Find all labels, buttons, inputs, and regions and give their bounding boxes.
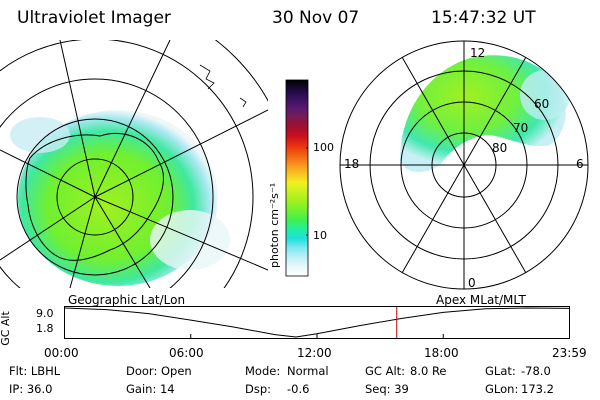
gc-alt-label: GC Alt:: [365, 364, 406, 378]
dsp-value: -0.6: [287, 382, 310, 396]
colorbar-tick-100: 100: [313, 141, 334, 154]
colorbar-tick-10: 10: [313, 229, 327, 242]
instrument-title: Ultraviolet Imager: [17, 8, 171, 28]
mlat-label-80: 80: [492, 141, 507, 155]
xtick-0600: 06:00: [169, 346, 204, 360]
time-label: 15:47:32 UT: [431, 8, 536, 28]
mlat-label-70: 70: [513, 121, 528, 135]
glat-label: GLat:: [485, 364, 516, 378]
seq-label: Seq: 39: [365, 382, 409, 396]
colorbar-gradient: [285, 79, 309, 277]
mode-label: Mode:: [245, 364, 281, 378]
ip-label: IP: 36.0: [9, 382, 53, 396]
altitude-plot-frame: [64, 306, 570, 339]
colorbar: photon cm⁻²s⁻¹: [268, 79, 309, 277]
altitude-plot: [64, 306, 570, 339]
glat-value: -78.0: [521, 364, 551, 378]
altitude-ylabel: GC Alt: [0, 311, 12, 346]
mlt-label-12: 12: [470, 46, 485, 60]
apex-caption: Apex MLat/MLT: [436, 293, 526, 307]
gain-label: Gain: 14: [126, 382, 175, 396]
coastline: [25, 132, 164, 261]
geographic-image-panel: [0, 40, 268, 288]
glon-value: 173.2: [521, 382, 554, 396]
glon-label: GLon:: [485, 382, 519, 396]
mode-value: Normal: [287, 364, 329, 378]
dsp-label: Dsp:: [245, 382, 272, 396]
xtick-0000: 00:00: [44, 346, 79, 360]
altitude-ytick-min: 1.8: [36, 322, 54, 335]
altitude-ylabel-wrap: GC Alt: [0, 311, 12, 346]
xtick-2359: 23:59: [552, 346, 587, 360]
filter-label: Flt: LBHL: [9, 364, 61, 378]
altitude-ytick-max: 9.0: [36, 307, 54, 320]
mlt-label-6: 6: [576, 157, 584, 171]
xtick-1800: 18:00: [424, 346, 459, 360]
mlat-label-60: 60: [534, 97, 549, 111]
gc-alt-value: 8.0 Re: [410, 364, 447, 378]
mlt-label-18: 18: [344, 157, 359, 171]
xtick-1200: 12:00: [297, 346, 332, 360]
date-label: 30 Nov 07: [272, 8, 360, 28]
geographic-caption: Geographic Lat/Lon: [68, 293, 186, 307]
mlt-label-0: 0: [468, 276, 476, 290]
colorbar-unit-label: photon cm⁻²s⁻¹: [268, 183, 281, 268]
door-label: Door: Open: [126, 364, 192, 378]
mlat-mlt-polar-plot: 12 18 6 0 60 70 80: [339, 40, 589, 290]
altitude-curve: [64, 307, 570, 338]
